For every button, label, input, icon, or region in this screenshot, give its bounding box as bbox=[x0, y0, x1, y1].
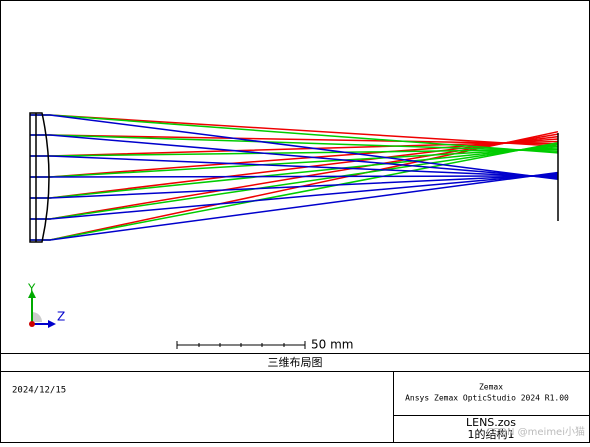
configuration: 1的结构1 bbox=[468, 427, 515, 441]
lens bbox=[29, 112, 50, 243]
watermark: CSDN @meimei小猫 bbox=[486, 425, 585, 438]
scale-label: 50 mm bbox=[311, 338, 353, 352]
axis-z-label: Z bbox=[57, 310, 65, 324]
plot-title: 三维布局图 bbox=[268, 356, 323, 369]
company: Zemax bbox=[479, 383, 503, 392]
axis-y-label: Y bbox=[27, 282, 36, 296]
date: 2024/12/15 bbox=[12, 386, 66, 396]
axes-icon: Y Z bbox=[27, 282, 65, 328]
product: Ansys Zemax OpticStudio 2024 R1.00 bbox=[405, 394, 569, 403]
file-name: LENS.zos bbox=[466, 416, 516, 429]
scale-bar bbox=[176, 341, 306, 349]
